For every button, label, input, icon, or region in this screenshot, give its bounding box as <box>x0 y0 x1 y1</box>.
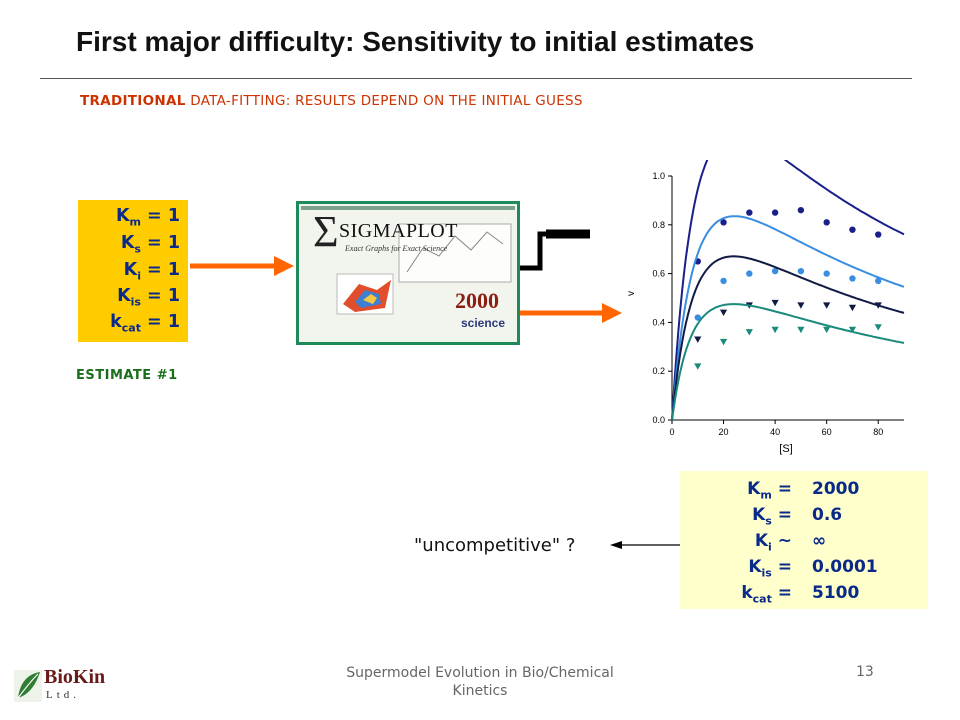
result-ki: Ki ~ ∞ <box>754 531 827 554</box>
biokin-logo-name: BioKin <box>44 666 106 688</box>
x-tick-label: 80 <box>873 427 883 437</box>
arrow-to-sigmaplot <box>190 256 294 276</box>
series-curve <box>671 160 905 421</box>
data-point <box>719 338 728 346</box>
data-point <box>694 363 702 370</box>
page-title: First major difficulty: Sensitivity to i… <box>76 26 755 57</box>
data-point <box>848 304 857 312</box>
data-point <box>797 206 805 214</box>
result-ks: Ks = 0.6 <box>752 505 843 528</box>
uncompetitive-annotation: "uncompetitive" ? <box>414 535 576 556</box>
y-tick-label: 1.0 <box>652 171 665 181</box>
x-tick-label: 20 <box>719 427 729 437</box>
data-point <box>848 326 857 334</box>
data-point <box>849 226 856 233</box>
subtitle-rest: DATA-FITTING: RESULTS DEPEND ON THE INIT… <box>185 93 583 109</box>
y-tick-label: 0.4 <box>652 317 665 327</box>
data-point <box>771 326 779 334</box>
biokin-leaf-icon <box>14 670 42 702</box>
sigmaplot-logo: Σ SIGMAPLOT Exact Graphs for Exact Scien… <box>296 201 520 345</box>
title-divider <box>40 78 912 79</box>
sigma-icon: Σ <box>313 207 339 256</box>
data-point <box>746 209 753 216</box>
data-point <box>745 329 753 336</box>
result-kcat: kcat = 5100 <box>741 583 860 606</box>
data-point <box>720 219 727 226</box>
y-tick-label: 0.8 <box>652 220 665 230</box>
data-point <box>875 277 882 285</box>
fit-results-box: Km = 2000 Ks = 0.6 Ki ~ ∞ Kis = 0.0001 kcat … <box>680 471 928 609</box>
footer-title: Supermodel Evolution in Bio/Chemical Kin… <box>346 665 614 699</box>
data-point <box>849 275 856 282</box>
data-point <box>823 270 830 277</box>
result-kis: Kis = 0.0001 <box>748 557 878 580</box>
series-curve <box>671 255 905 421</box>
data-point <box>771 267 779 275</box>
subtitle: TRADITIONAL DATA-FITTING: RESULTS DEPEND… <box>80 93 583 109</box>
estimate-ks: Ks = 1 <box>120 233 180 256</box>
data-point <box>823 302 831 309</box>
x-tick-label: 0 <box>669 427 674 437</box>
data-point <box>874 302 882 309</box>
series-curve <box>671 303 905 421</box>
data-point <box>719 309 728 317</box>
x-tick-label: 40 <box>770 427 780 437</box>
data-point <box>874 324 882 331</box>
y-tick-label: 0.6 <box>652 269 665 279</box>
estimate-km: Km = 1 <box>115 206 180 229</box>
data-point <box>771 209 779 216</box>
series-curve <box>671 215 905 421</box>
sigmaplot-maker: science <box>461 316 506 330</box>
data-point <box>694 336 702 343</box>
data-point <box>771 299 779 307</box>
sigmaplot-version: 2000 <box>455 288 499 313</box>
y-tick-label: 0.0 <box>652 415 665 425</box>
arrow-to-chart <box>520 303 622 323</box>
estimate-label: ESTIMATE #1 <box>76 368 178 383</box>
bracket-connector <box>520 231 590 271</box>
data-point <box>746 270 753 277</box>
estimate-kis: Kis = 1 <box>117 286 180 309</box>
estimate-ki: Ki = 1 <box>123 260 180 283</box>
estimate-kcat: kcat = 1 <box>110 312 180 335</box>
data-point <box>823 326 831 334</box>
data-point <box>694 314 701 321</box>
page-number: 13 <box>856 664 874 680</box>
biokin-logo-suffix: Ltd. <box>46 689 81 701</box>
data-point <box>797 302 805 309</box>
data-point <box>797 267 805 275</box>
x-axis-label: [S] <box>779 443 792 455</box>
data-point <box>720 277 727 285</box>
sigmaplot-brand: SIGMAPLOT <box>339 220 458 242</box>
data-point <box>875 231 882 238</box>
data-point <box>797 326 805 334</box>
sigmaplot-tagline: Exact Graphs for Exact Science <box>345 244 448 253</box>
y-tick-label: 0.2 <box>652 366 665 376</box>
y-axis-label: v <box>626 291 637 296</box>
data-point <box>823 219 830 226</box>
initial-estimate-box: Km = 1 Ks = 1 Ki = 1 Kis = 1 kcat = 1 <box>78 200 188 342</box>
result-km: Km = 2000 <box>747 479 860 502</box>
x-tick-label: 60 <box>822 427 832 437</box>
kinetics-chart: v [S] 0.0 0.2 0.4 0.6 0.8 1.0 0 20 40 60 80 <box>626 160 905 455</box>
subtitle-bold: TRADITIONAL <box>80 93 186 109</box>
